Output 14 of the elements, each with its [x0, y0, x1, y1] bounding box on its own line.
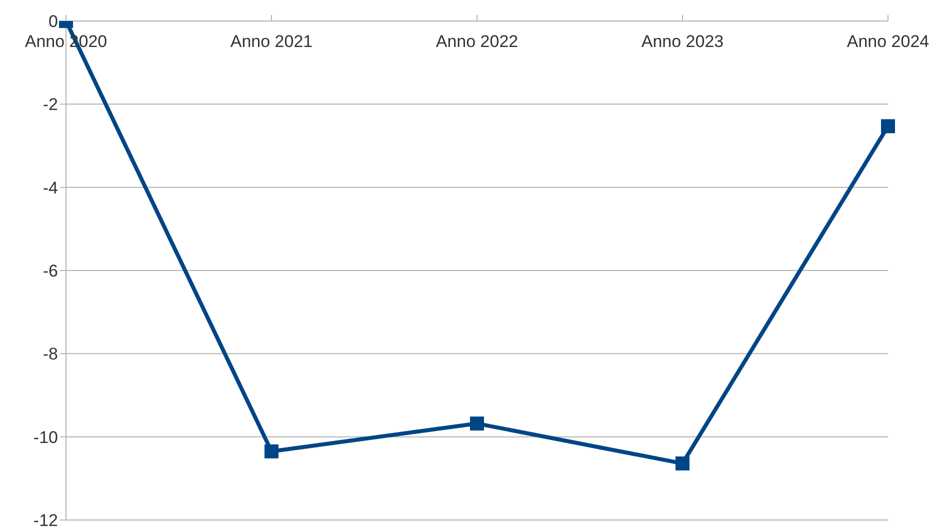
- y-tick-label: -10: [33, 428, 58, 447]
- y-tick-label: 0: [48, 12, 58, 32]
- x-tick-label: Anno 2022: [436, 32, 518, 51]
- y-tick-label: -8: [42, 344, 58, 364]
- y-tick-label: -2: [42, 95, 58, 114]
- x-tick-label: Anno 2021: [230, 32, 313, 51]
- point: [264, 444, 278, 458]
- y-tick-label: -6: [42, 262, 58, 281]
- point: [676, 456, 690, 470]
- point: [470, 416, 484, 431]
- x-tick-label: Anno 2023: [641, 32, 724, 51]
- x-tick-label: Anno 2024: [846, 32, 930, 51]
- y-tick-label: -12: [33, 511, 58, 530]
- y-tick-label: -4: [42, 178, 58, 198]
